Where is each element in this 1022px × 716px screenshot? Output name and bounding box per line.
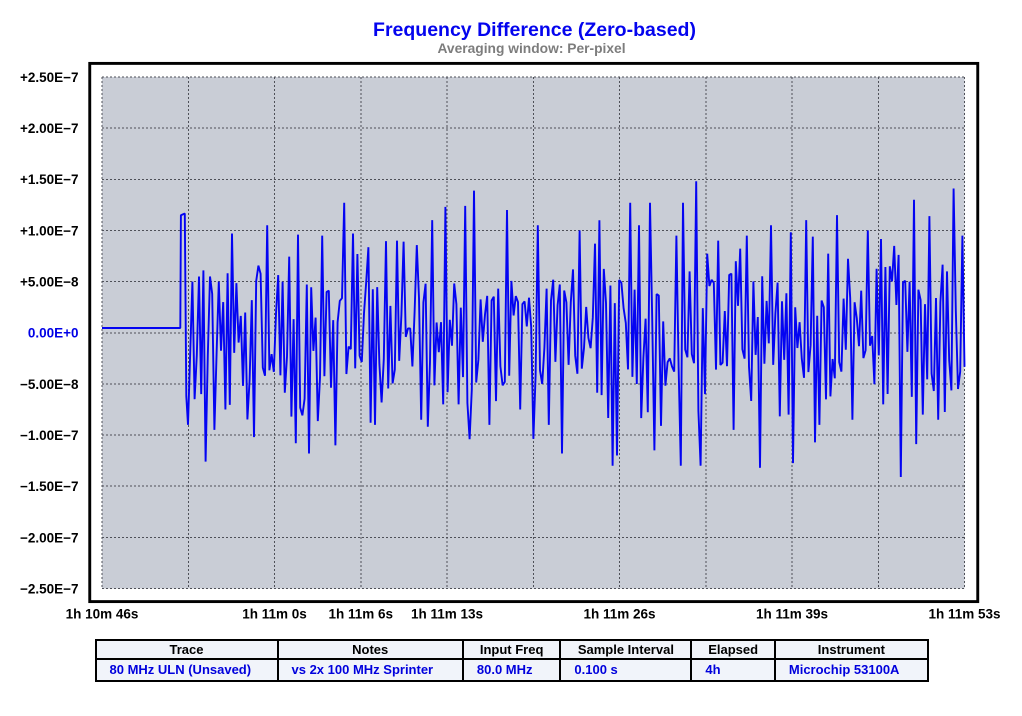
svg-text:+5.00E−8: +5.00E−8: [20, 275, 79, 290]
svg-text:1h 11m 0s: 1h 11m 0s: [242, 607, 307, 622]
svg-text:−1.50E−7: −1.50E−7: [20, 479, 79, 494]
svg-text:+1.50E−7: +1.50E−7: [20, 172, 79, 187]
svg-text:1h 11m 26s: 1h 11m 26s: [583, 607, 655, 622]
svg-text:1h 11m 53s: 1h 11m 53s: [928, 607, 1000, 622]
svg-text:−5.00E−8: −5.00E−8: [20, 377, 79, 392]
svg-text:0.00E+0: 0.00E+0: [28, 326, 79, 341]
svg-text:−2.00E−7: −2.00E−7: [20, 530, 79, 545]
svg-text:+1.00E−7: +1.00E−7: [20, 223, 79, 238]
svg-text:−2.50E−7: −2.50E−7: [20, 581, 79, 596]
svg-text:1h 11m 6s: 1h 11m 6s: [328, 607, 393, 622]
svg-text:+2.50E−7: +2.50E−7: [20, 70, 79, 85]
svg-text:1h 11m 39s: 1h 11m 39s: [756, 607, 828, 622]
svg-text:−1.00E−7: −1.00E−7: [20, 428, 79, 443]
svg-text:+2.00E−7: +2.00E−7: [20, 121, 79, 136]
svg-text:1h 10m 46s: 1h 10m 46s: [66, 607, 139, 622]
svg-text:1h 11m 13s: 1h 11m 13s: [411, 607, 483, 622]
